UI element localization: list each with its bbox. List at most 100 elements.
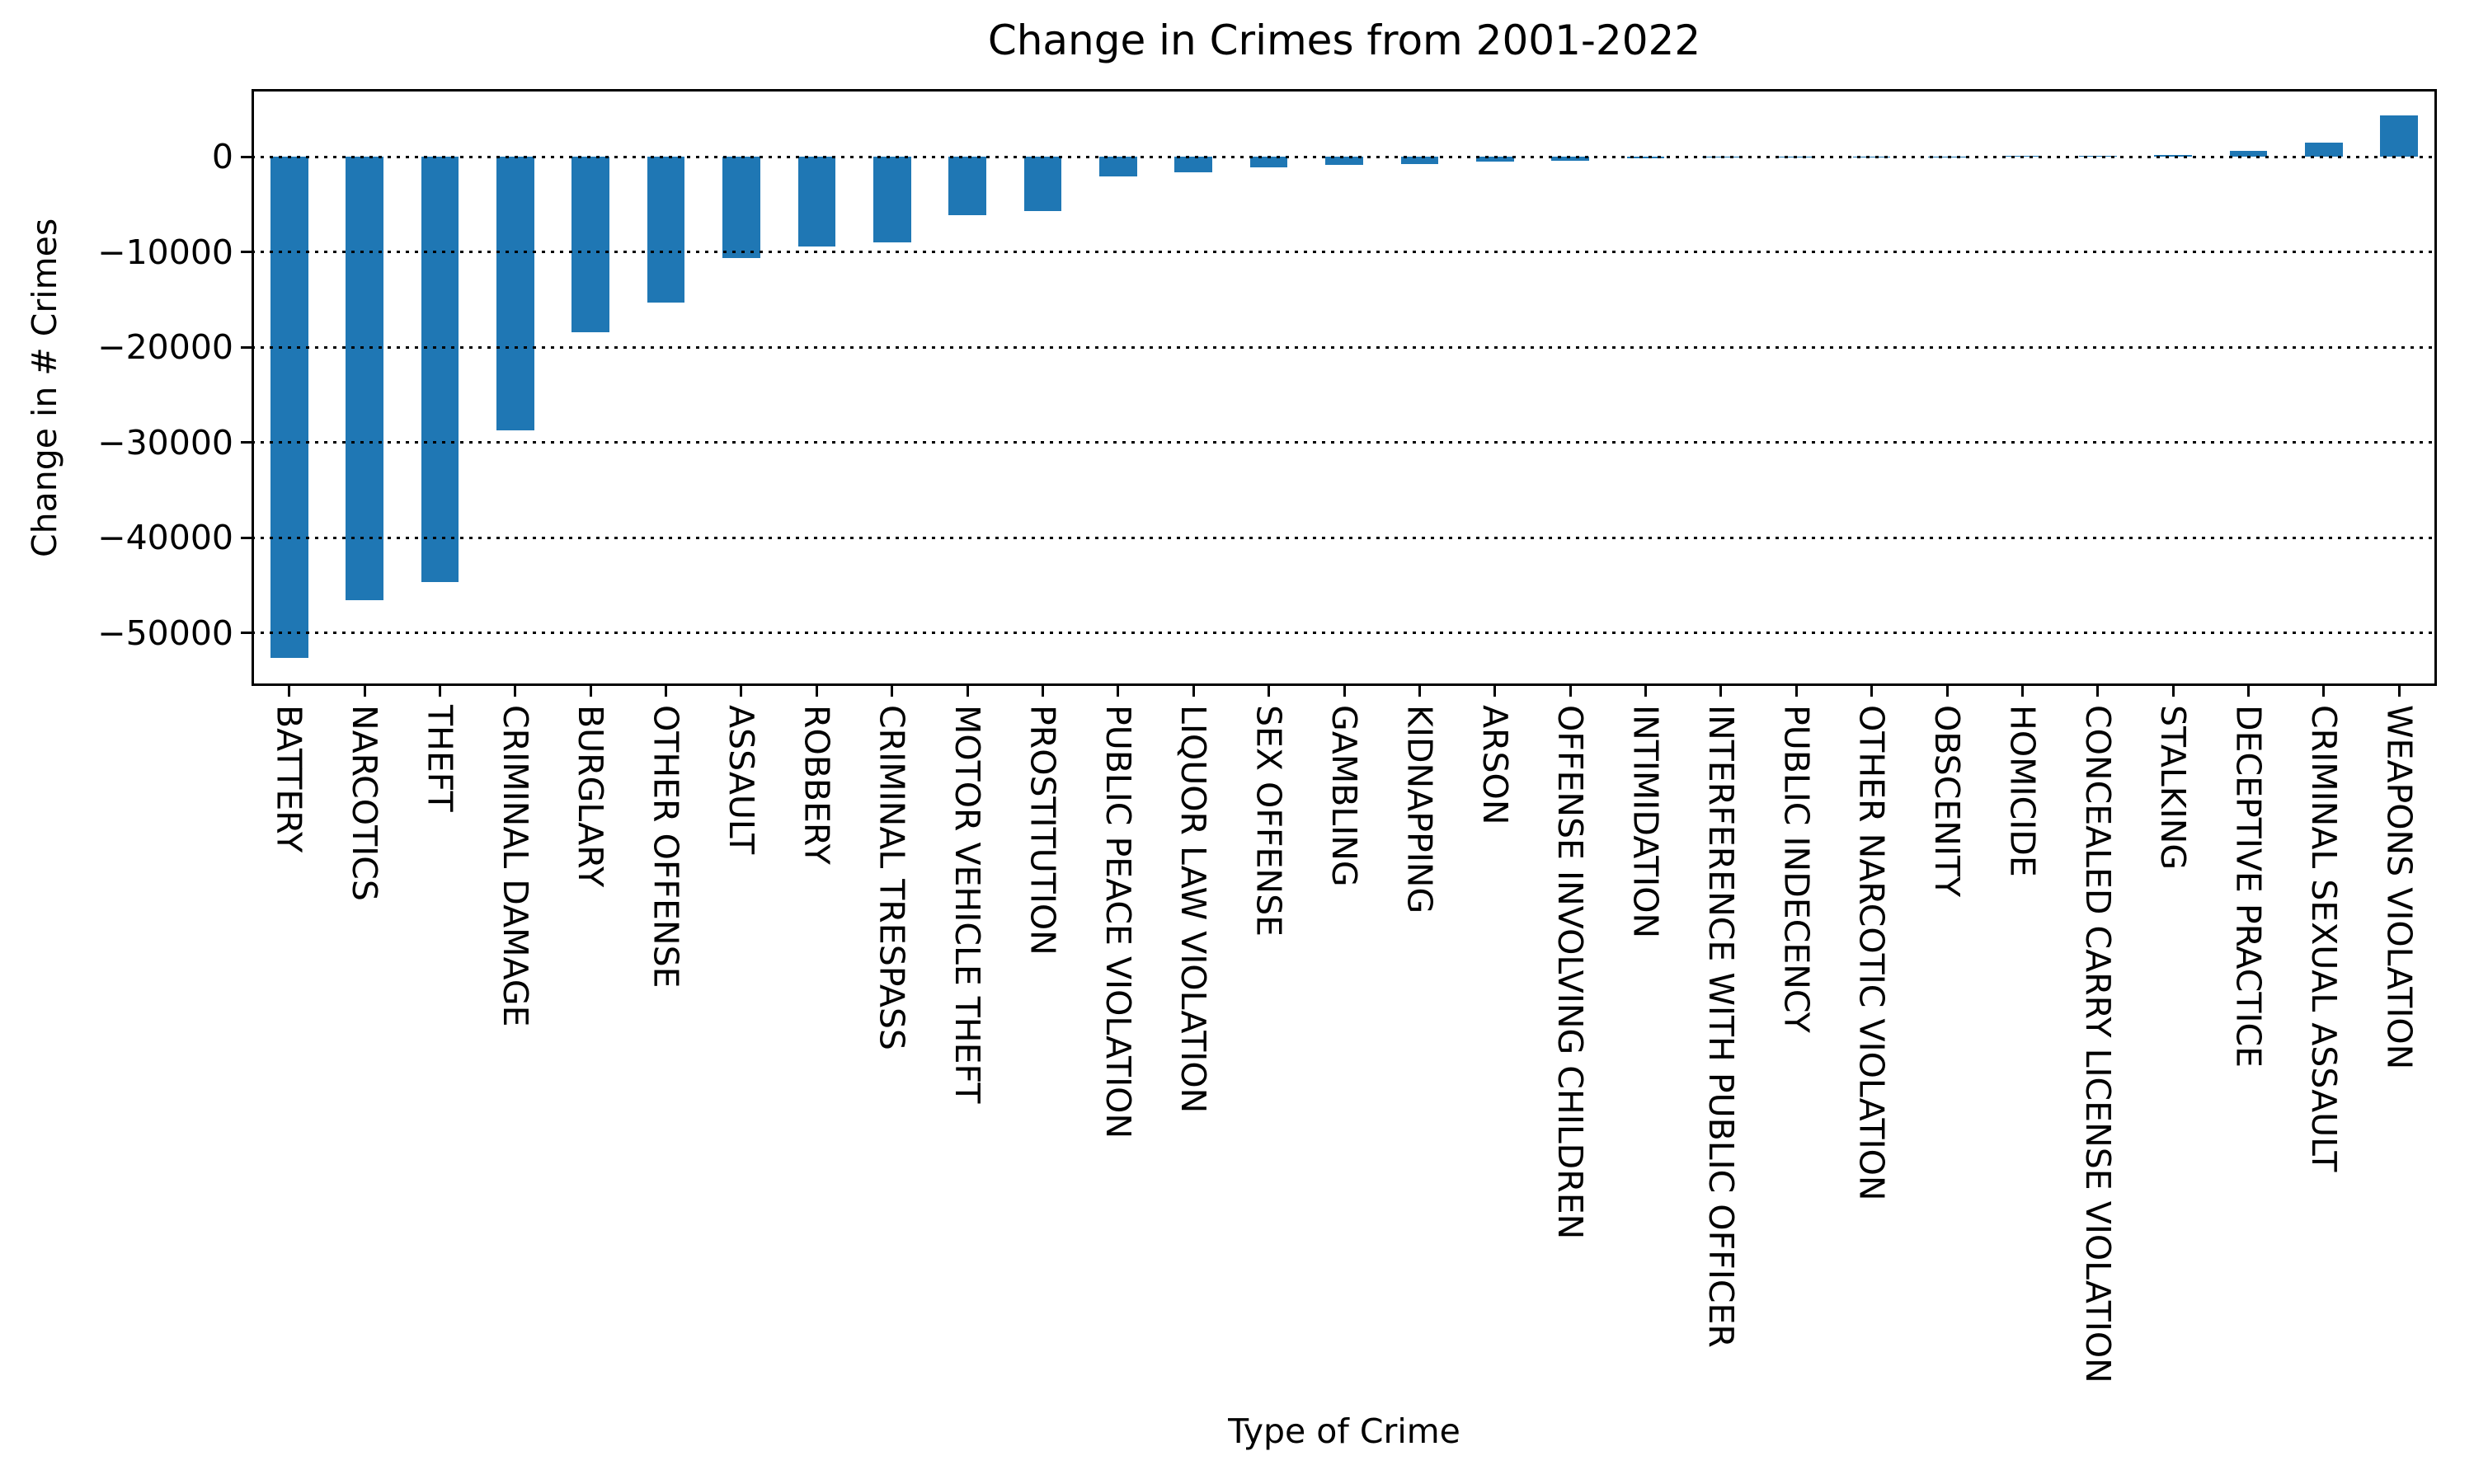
x-tick-label-interference-with-public-officer: INTERFERENCE WITH PUBLIC OFFICER	[1700, 705, 1741, 1348]
bar-battery	[270, 157, 308, 659]
y-tick-label: −50000	[97, 613, 233, 653]
x-tick-label-arson: ARSON	[1475, 705, 1515, 825]
bar-criminal-sexual-assault	[2305, 143, 2343, 157]
bar-arson	[1475, 157, 1514, 162]
x-tick-label-gambling: GAMBLING	[1324, 705, 1364, 887]
x-tick-label-public-indecency: PUBLIC INDECENCY	[1776, 705, 1817, 1033]
x-tick-mark	[2020, 686, 2024, 697]
y-axis-label: Change in # Crimes	[25, 218, 64, 557]
gridline-0	[252, 155, 2437, 158]
y-tick-label: −20000	[97, 327, 233, 368]
x-tick-label-narcotics: NARCOTICS	[345, 705, 385, 901]
x-tick-label-public-peace-violation: PUBLIC PEACE VIOLATION	[1098, 705, 1138, 1139]
x-tick-mark	[1343, 686, 1346, 697]
x-tick-mark	[1945, 686, 1949, 697]
y-tick-mark	[241, 632, 252, 635]
x-tick-mark	[1719, 686, 1723, 697]
x-tick-label-criminal-trespass: CRIMINAL TRESPASS	[872, 705, 912, 1050]
bar-burglary	[571, 157, 610, 332]
bar-public-peace-violation	[1099, 157, 1137, 177]
x-tick-mark	[1870, 686, 1874, 697]
y-tick-label: −30000	[97, 422, 233, 463]
y-tick-mark	[241, 536, 252, 539]
x-tick-label-deceptive-practice: DECEPTIVE PRACTICE	[2228, 705, 2269, 1068]
x-tick-mark	[891, 686, 894, 697]
gridline--40000	[252, 536, 2437, 539]
bar-robbery	[797, 157, 836, 247]
x-tick-mark	[665, 686, 668, 697]
x-tick-label-weapons-violation: WEAPONS VIOLATION	[2379, 705, 2420, 1070]
y-tick-label: −40000	[97, 518, 233, 558]
x-tick-label-liquor-law-violation: LIQUOR LAW VIOLATION	[1174, 705, 1214, 1114]
gridline--10000	[252, 251, 2437, 254]
y-tick-label: 0	[211, 137, 233, 177]
bar-weapons-violation	[2380, 115, 2419, 157]
y-tick-mark	[241, 441, 252, 444]
x-tick-mark	[514, 686, 517, 697]
y-tick-mark	[241, 251, 252, 254]
bar-other-offense	[647, 157, 685, 303]
x-tick-mark	[438, 686, 441, 697]
bar-sex-offense	[1249, 157, 1288, 167]
x-tick-mark	[1493, 686, 1497, 697]
chart-title: Change in Crimes from 2001-2022	[987, 16, 1701, 64]
bar-theft	[421, 157, 459, 582]
x-tick-mark	[1041, 686, 1044, 697]
x-tick-mark	[2322, 686, 2326, 697]
bar-prostitution	[1023, 157, 1062, 211]
x-tick-mark	[1644, 686, 1648, 697]
x-tick-mark	[740, 686, 743, 697]
bar-offense-involving-children	[1551, 157, 1589, 162]
x-tick-mark	[1192, 686, 1195, 697]
bar-assault	[722, 157, 760, 258]
x-tick-label-sex-offense: SEX OFFENSE	[1249, 705, 1289, 937]
x-axis-label: Type of Crime	[1228, 1411, 1460, 1451]
y-tick-mark	[241, 345, 252, 349]
x-tick-label-intimidation: INTIMIDATION	[1625, 705, 1666, 939]
x-tick-label-other-narcotic-violation: OTHER NARCOTIC VIOLATION	[1851, 705, 1892, 1201]
x-tick-label-battery: BATTERY	[269, 705, 309, 853]
gridline--50000	[252, 632, 2437, 635]
x-tick-label-concealed-carry-license-violation: CONCEALED CARRY LICENSE VIOLATION	[2077, 705, 2118, 1383]
x-tick-label-criminal-damage: CRIMINAL DAMAGE	[495, 705, 535, 1027]
x-tick-label-burglary: BURGLARY	[571, 705, 611, 888]
x-tick-label-assault: ASSAULT	[721, 705, 761, 855]
x-tick-label-robbery: ROBBERY	[797, 705, 837, 865]
x-tick-label-kidnapping: KIDNAPPING	[1399, 705, 1440, 914]
x-tick-label-motor-vehicle-theft: MOTOR VEHICLE THEFT	[948, 705, 988, 1104]
bar-criminal-trespass	[872, 157, 911, 243]
bar-motor-vehicle-theft	[948, 157, 986, 215]
x-tick-mark	[1268, 686, 1271, 697]
x-tick-label-stalking: STALKING	[2153, 705, 2194, 871]
x-tick-label-other-offense: OTHER OFFENSE	[646, 705, 686, 989]
bar-deceptive-practice	[2229, 151, 2268, 157]
x-tick-mark	[2096, 686, 2100, 697]
x-tick-mark	[1794, 686, 1798, 697]
y-tick-label: −10000	[97, 232, 233, 272]
plot-area	[252, 89, 2437, 686]
x-tick-mark	[288, 686, 291, 697]
bar-criminal-damage	[496, 157, 534, 430]
x-tick-mark	[2397, 686, 2401, 697]
x-tick-mark	[1418, 686, 1421, 697]
y-tick-mark	[241, 155, 252, 158]
x-tick-label-homicide: HOMICIDE	[2002, 705, 2043, 877]
bar-kidnapping	[1400, 157, 1439, 164]
x-tick-mark	[815, 686, 818, 697]
gridline--30000	[252, 441, 2437, 444]
x-tick-mark	[1569, 686, 1572, 697]
x-tick-mark	[1117, 686, 1120, 697]
x-tick-mark	[2247, 686, 2251, 697]
bar-gambling	[1325, 157, 1363, 166]
x-tick-mark	[966, 686, 969, 697]
x-tick-mark	[2171, 686, 2175, 697]
bar-liquor-law-violation	[1174, 157, 1213, 172]
x-tick-label-prostitution: PROSTITUTION	[1023, 705, 1063, 956]
gridline--20000	[252, 345, 2437, 349]
x-tick-mark	[363, 686, 366, 697]
x-tick-label-theft: THEFT	[420, 705, 460, 812]
bar-narcotics	[346, 157, 383, 600]
x-tick-mark	[589, 686, 592, 697]
x-tick-label-obscenity: OBSCENITY	[1927, 705, 1968, 898]
